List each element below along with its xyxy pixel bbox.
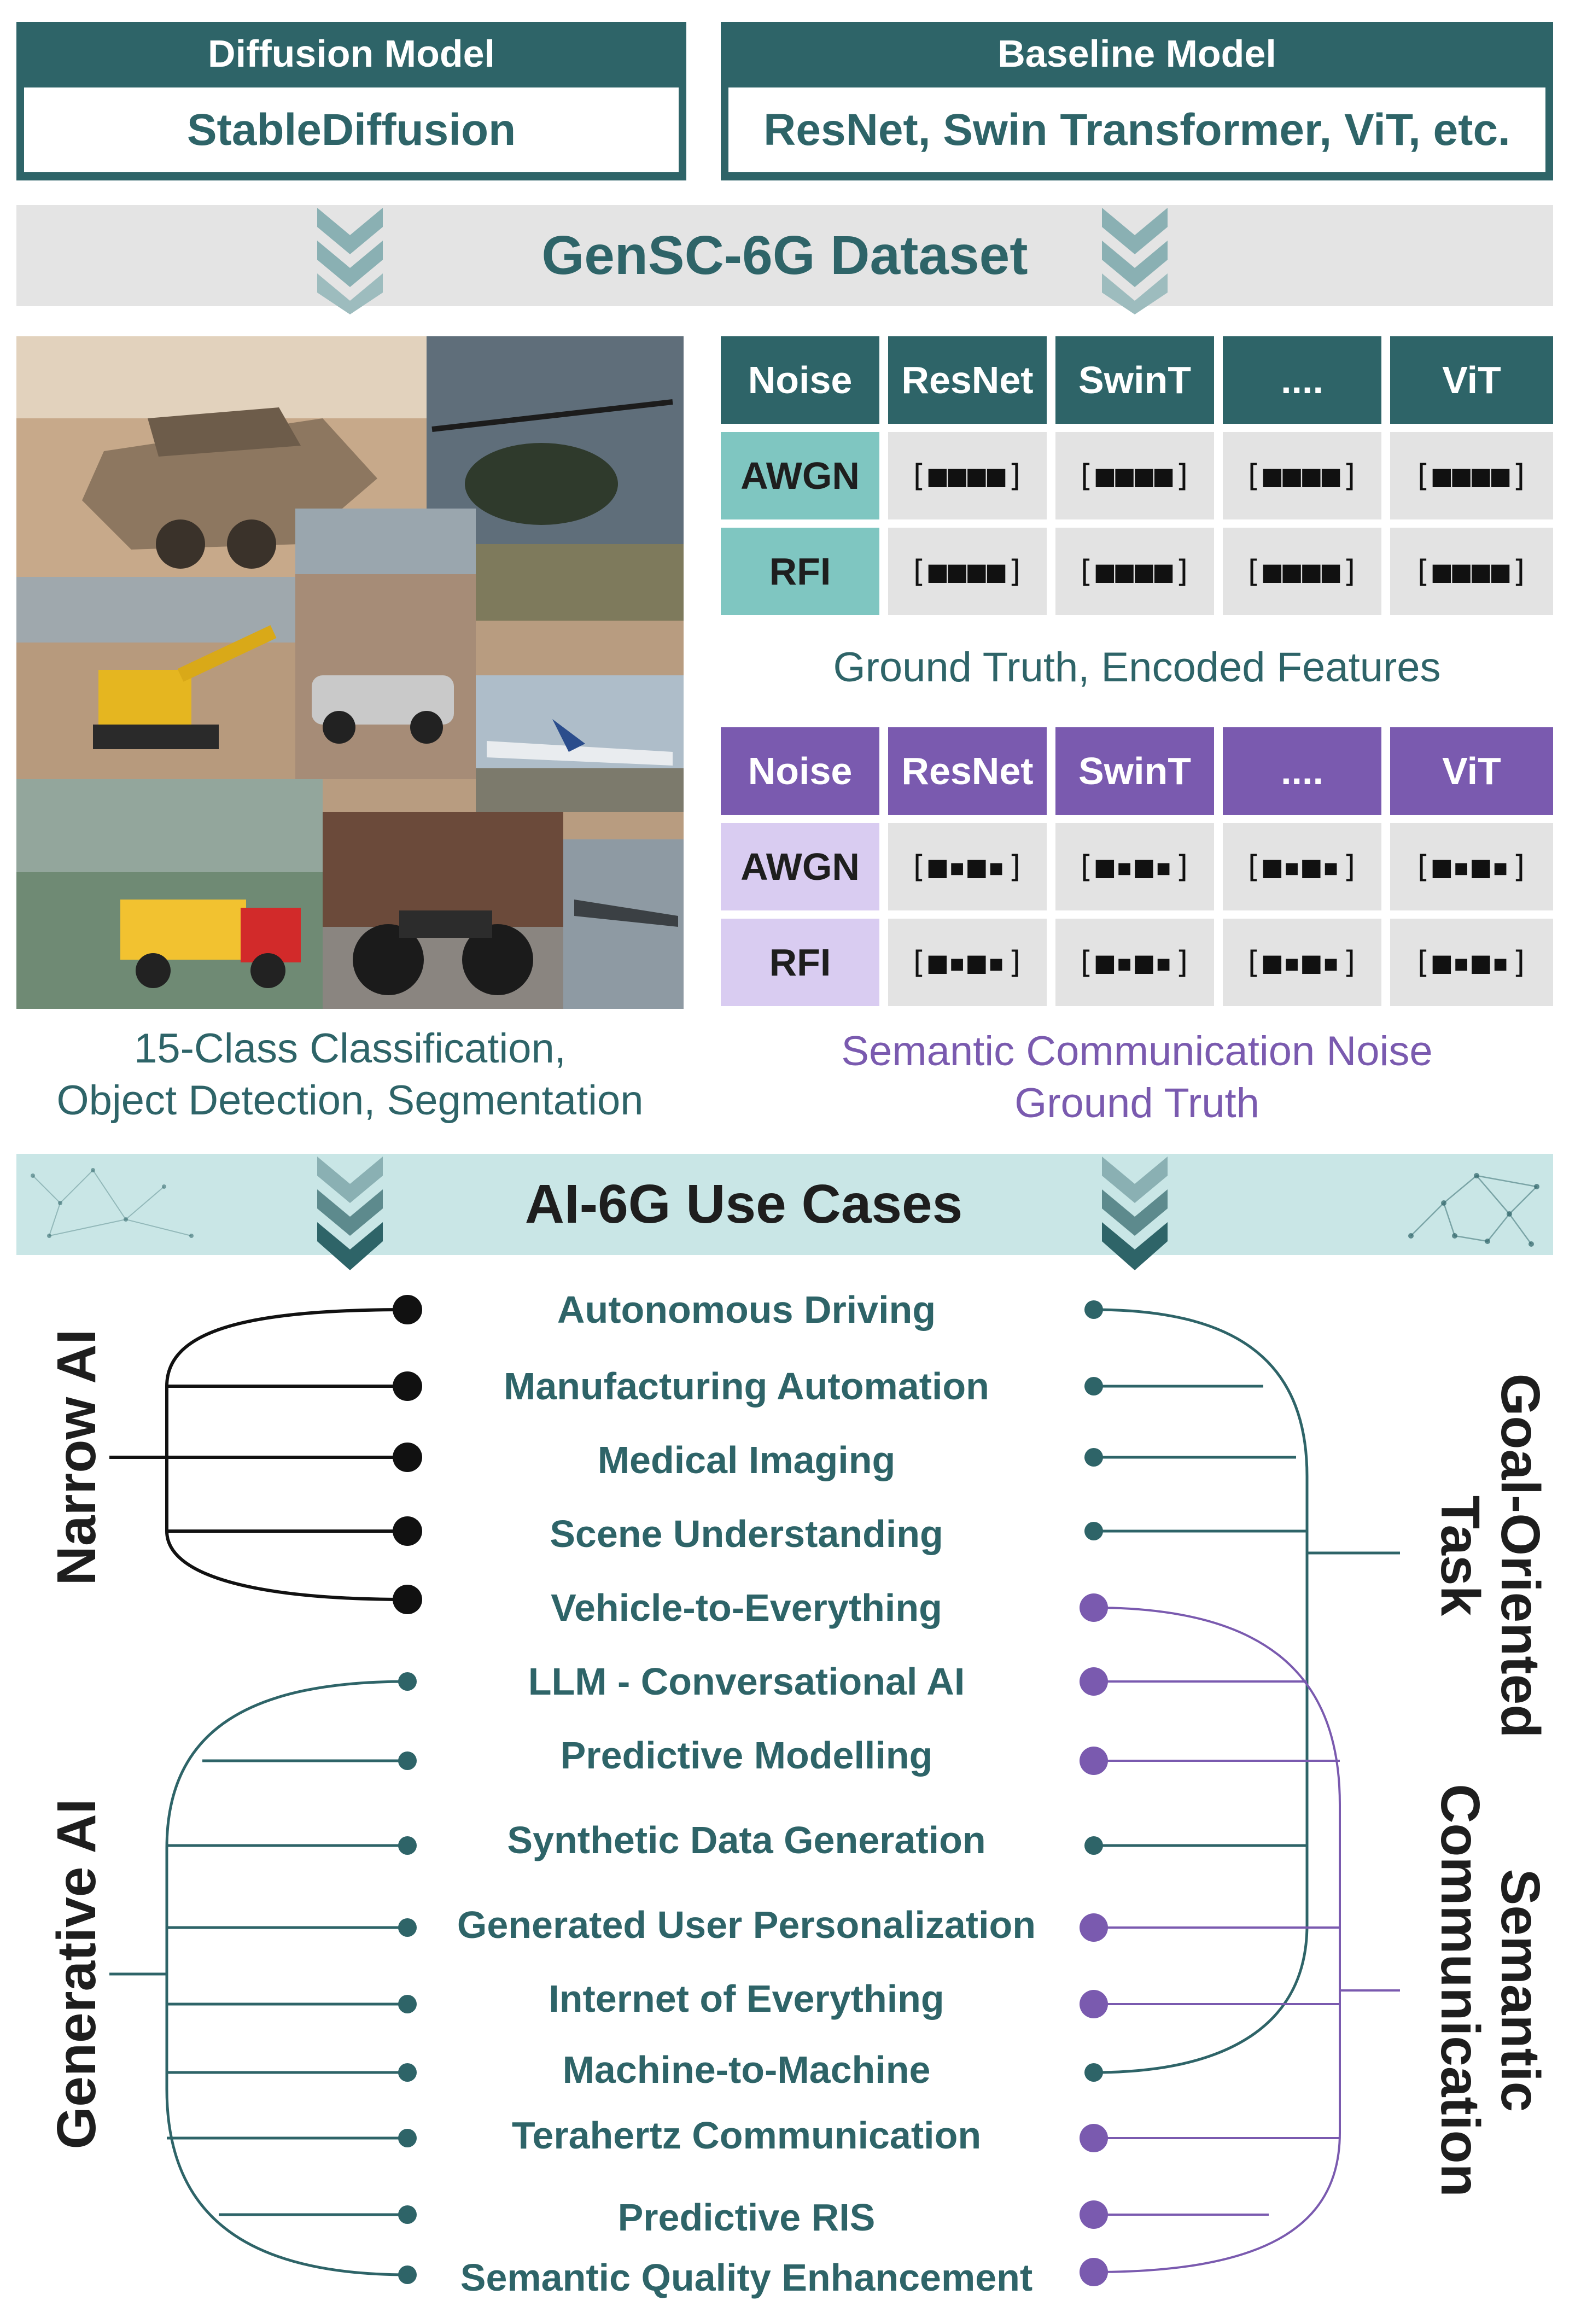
use-case-label: Scene Understanding [550,1513,943,1555]
use-case-label: Semantic Quality Enhancement [460,2256,1033,2299]
table-header-vit: ViT [1390,727,1553,815]
table-row-label-awgn: AWGN [721,823,879,910]
use-case-label: Predictive RIS [617,2196,876,2239]
use-case-label: Terahertz Communication [511,2114,982,2157]
generative-ai-dots [398,1672,417,2284]
generative-ai-label: Generative AI [45,1799,107,2150]
table-header-resnet: ResNet [888,336,1047,424]
diffusion-model-box: Diffusion Model StableDiffusion [16,22,686,180]
table-header-vit: ViT [1390,336,1553,424]
table-cell: [■▪■▪] [1390,823,1553,910]
table-cell: [■▪■▪] [1055,823,1214,910]
noise-caption-line2: Ground Truth [1014,1080,1259,1126]
goal-oriented-label-line1: Goal-Oriented [1490,1373,1551,1738]
narrow-ai-label: Narrow AI [45,1329,107,1586]
network-pattern-icon [1408,1173,1539,1247]
narrow-ai-bracket [109,1308,408,1601]
table-cell: [■■■■] [1223,528,1381,615]
baseline-model-header: Baseline Model [997,32,1276,75]
narrow-ai-dots [393,1295,422,1614]
use-case-label: Machine-to-Machine [562,2048,931,2091]
baseline-model-value: ResNet, Swin Transformer, ViT, etc. [728,87,1545,172]
use-case-connection-diagram [109,1295,1400,2286]
table-cell: [■▪■▪] [1055,919,1214,1006]
table-header-noise: Noise [721,727,879,815]
chevron-down-icon [317,1157,383,1270]
table-cell: [■■■■] [1390,432,1553,519]
table-row-label-rfi: RFI [721,919,879,1006]
goal-oriented-label: Goal-Oriented Task [1425,1342,1551,1769]
use-case-label: Synthetic Data Generation [507,1819,986,1861]
semantic-communication-label-line1: Semantic [1490,1868,1551,2112]
use-case-label: Generated User Personalization [457,1903,1036,1946]
table-cell: [■■■■] [888,432,1047,519]
table-header-swint: SwinT [1055,336,1214,424]
use-cases-band [16,1154,1553,1255]
goal-oriented-dots [1084,1300,1103,2082]
use-case-label: Manufacturing Automation [504,1365,989,1408]
dataset-band [16,205,1553,306]
use-case-label: Internet of Everything [549,1977,944,2020]
photo-collage [16,336,684,1009]
use-case-label: Predictive Modelling [560,1734,933,1777]
diffusion-model-header: Diffusion Model [208,32,495,75]
chevron-down-icon [317,208,383,314]
ground-truth-caption: Ground Truth, Encoded Features [833,644,1441,691]
image-caption-line1: 15-Class Classification, [134,1025,566,1072]
table-row-label-awgn: AWGN [721,432,879,519]
table-cell: [■▪■▪] [1223,919,1381,1006]
chevron-down-icon [1102,1157,1168,1270]
table-cell: [■▪■▪] [1390,919,1553,1006]
semantic-comm-bracket [1093,1607,1400,2273]
table-cell: [■▪■▪] [1223,823,1381,910]
use-cases-title: AI-6G Use Cases [524,1173,963,1235]
table-header-swint: SwinT [1055,727,1214,815]
table-header-ellipsis: .... [1223,727,1381,815]
goal-oriented-bracket [1093,1308,1400,2074]
table-cell: [■■■■] [1223,432,1381,519]
semantic-communication-label: Semantic Communication [1425,1755,1551,2226]
image-caption-line2: Object Detection, Segmentation [56,1077,644,1124]
baseline-model-box: Baseline Model ResNet, Swin Transformer,… [721,22,1553,180]
table-cell: [■■■■] [1055,528,1214,615]
generative-ai-bracket [109,1680,408,2276]
table-cell: [■▪■▪] [888,919,1047,1006]
network-pattern-icon [31,1168,194,1238]
dataset-title: GenSC-6G Dataset [541,225,1028,286]
semantic-comm-dots [1080,1593,1108,2286]
use-case-label: Autonomous Driving [557,1288,936,1331]
use-case-label: Medical Imaging [597,1439,896,1481]
noise-caption: Semantic Communication Noise Ground Trut… [721,1025,1553,1129]
diffusion-model-value: StableDiffusion [24,87,679,172]
table-header-resnet: ResNet [888,727,1047,815]
table-header-ellipsis: .... [1223,336,1381,424]
table-row-label-rfi: RFI [721,528,879,615]
table-cell: [■■■■] [1055,432,1214,519]
table-header-noise: Noise [721,336,879,424]
table-cell: [■■■■] [888,528,1047,615]
table-cell: [■■■■] [1390,528,1553,615]
goal-oriented-label-line2: Task [1430,1495,1491,1616]
use-case-label: Vehicle-to-Everything [551,1586,942,1629]
semantic-communication-label-line2: Communication [1430,1784,1491,2197]
use-case-label: LLM - Conversational AI [528,1660,965,1703]
image-caption: 15-Class Classification, Object Detectio… [16,1023,684,1126]
noise-caption-line1: Semantic Communication Noise [841,1028,1433,1075]
table-cell: [■▪■▪] [888,823,1047,910]
chevron-down-icon [1102,208,1168,314]
